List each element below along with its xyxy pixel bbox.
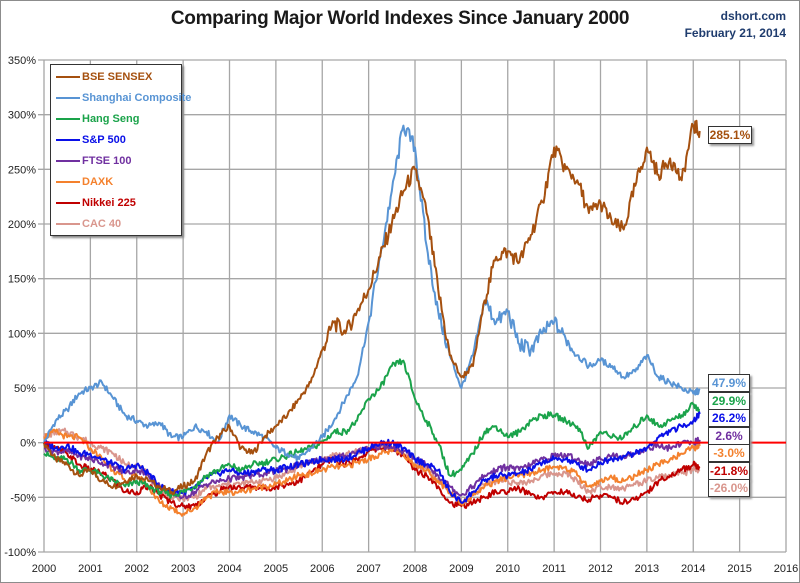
legend: BSE SENSEX Shanghai Composite Hang Seng S&P… bbox=[50, 64, 191, 236]
legend-label: S&P 500 bbox=[82, 134, 126, 146]
series-line-shanghai-composite bbox=[43, 124, 701, 462]
x-tick-label: 2003 bbox=[171, 563, 195, 575]
x-tick-label: 2012 bbox=[588, 563, 612, 575]
x-tick-label: 2009 bbox=[449, 563, 473, 575]
legend-item: Shanghai Composite bbox=[56, 90, 191, 106]
legend-item: FTSE 100 bbox=[56, 153, 132, 169]
series-line-nikkei-225 bbox=[43, 441, 701, 510]
legend-item: S&P 500 bbox=[56, 132, 126, 148]
legend-label: Hang Seng bbox=[82, 113, 140, 125]
x-axis-labels: 2000 2001 2002 2003 2004 2005 2006 2007 2008 2009… bbox=[32, 563, 798, 575]
legend-swatch bbox=[56, 76, 80, 78]
y-tick-label: 350% bbox=[8, 55, 36, 67]
x-tick-label: 2005 bbox=[264, 563, 288, 575]
end-label: 29.9% bbox=[708, 391, 750, 410]
legend-label: DAXK bbox=[82, 176, 114, 188]
y-tick-label: 250% bbox=[8, 164, 36, 176]
chart-source: dshort.com February 21, 2014 bbox=[685, 8, 786, 42]
x-tick-label: 2007 bbox=[356, 563, 380, 575]
y-axis-labels: 350% 300% 250% 200% 150% 100% 50% 0% -50% -100% bbox=[4, 55, 36, 559]
legend-swatch bbox=[56, 160, 80, 162]
legend-label: FTSE 100 bbox=[82, 155, 132, 167]
legend-swatch bbox=[56, 223, 80, 225]
series-line-bse-sensex bbox=[43, 119, 701, 496]
x-tick-label: 2014 bbox=[681, 563, 705, 575]
x-tick-label: 2001 bbox=[78, 563, 102, 575]
end-label: -21.8% bbox=[708, 461, 750, 480]
y-tick-label: -100% bbox=[4, 547, 36, 559]
x-tick-label: 2000 bbox=[32, 563, 56, 575]
x-tick-label: 2010 bbox=[496, 563, 520, 575]
source-date: February 21, 2014 bbox=[684, 26, 786, 40]
end-label: -3.0% bbox=[708, 444, 750, 462]
series-line-daxk bbox=[43, 428, 701, 517]
legend-swatch bbox=[56, 118, 80, 120]
legend-swatch bbox=[56, 97, 80, 99]
x-tick-label: 2015 bbox=[727, 563, 751, 575]
legend-label: Shanghai Composite bbox=[82, 92, 192, 104]
series-line-hang-seng bbox=[43, 358, 701, 499]
series-line-s-p-500 bbox=[43, 410, 701, 504]
legend-swatch bbox=[56, 202, 80, 204]
y-tick-label: 100% bbox=[8, 328, 36, 340]
y-tick-label: 300% bbox=[8, 110, 36, 122]
legend-swatch bbox=[56, 139, 80, 141]
legend-item: Nikkei 225 bbox=[56, 195, 136, 211]
end-label: 26.2% bbox=[708, 409, 750, 427]
x-tick-label: 2016 bbox=[774, 563, 798, 575]
legend-swatch bbox=[56, 181, 80, 183]
x-tick-label: 2004 bbox=[217, 563, 241, 575]
end-label: 47.9% bbox=[708, 374, 750, 392]
legend-item: Hang Seng bbox=[56, 111, 139, 127]
y-tick-label: 0% bbox=[20, 438, 36, 450]
legend-item: BSE SENSEX bbox=[56, 69, 152, 85]
x-tick-label: 2013 bbox=[635, 563, 659, 575]
end-label: 285.1% bbox=[708, 125, 752, 144]
series-lines bbox=[43, 119, 701, 517]
x-tick-label: 2006 bbox=[310, 563, 334, 575]
x-tick-label: 2002 bbox=[125, 563, 149, 575]
source-site: dshort.com bbox=[720, 9, 786, 23]
y-tick-label: 200% bbox=[8, 219, 36, 231]
legend-item: CAC 40 bbox=[56, 216, 121, 232]
end-label: 2.6% bbox=[708, 426, 750, 445]
chart-title: Comparing Major World Indexes Since Janu… bbox=[170, 8, 630, 29]
end-label: -26.0% bbox=[708, 479, 750, 497]
y-tick-label: -50% bbox=[10, 492, 36, 504]
legend-label: BSE SENSEX bbox=[82, 71, 153, 83]
legend-item: DAXK bbox=[56, 174, 113, 190]
y-tick-label: 50% bbox=[14, 383, 36, 395]
legend-label: Nikkei 225 bbox=[82, 197, 136, 209]
y-tick-label: 150% bbox=[8, 274, 36, 286]
x-tick-label: 2008 bbox=[403, 563, 427, 575]
legend-label: CAC 40 bbox=[82, 218, 122, 230]
x-tick-label: 2011 bbox=[542, 563, 566, 575]
